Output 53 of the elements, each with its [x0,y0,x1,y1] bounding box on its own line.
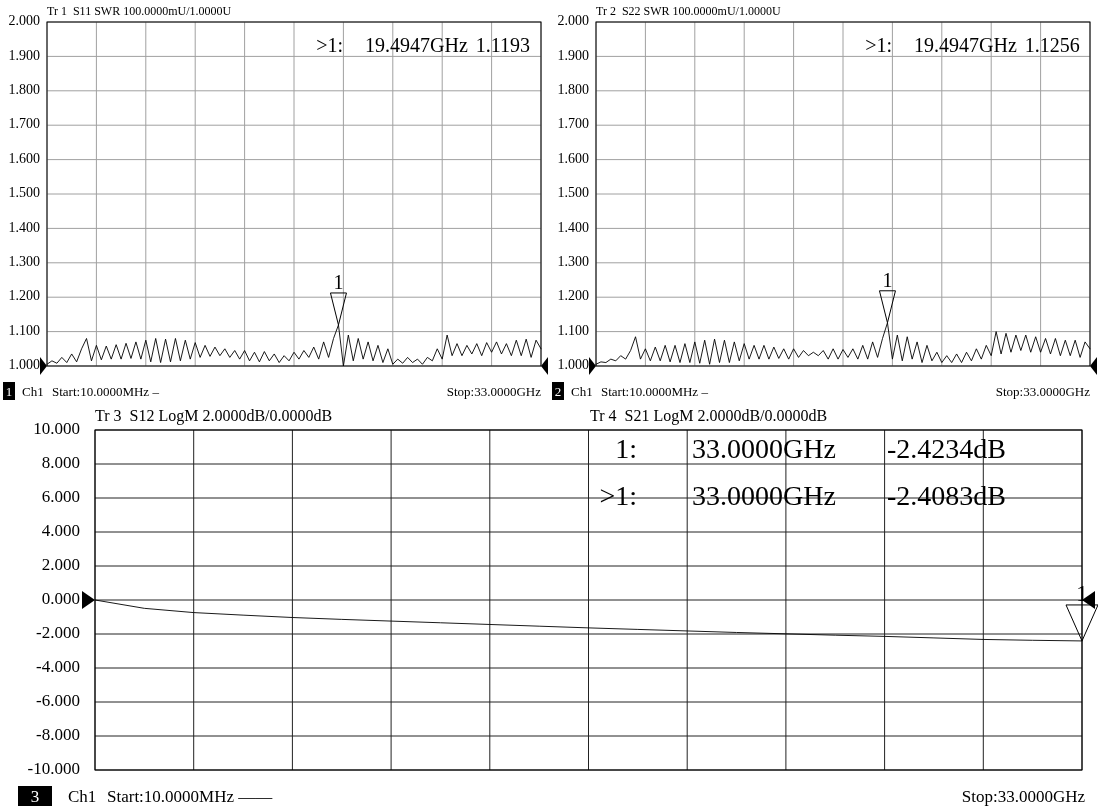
text: Ch1 [22,384,44,399]
y-tick-label: 1.200 [557,288,589,304]
text: Start:10.0000MHz – [601,384,709,399]
y-tick-label: 1.300 [557,254,589,270]
y-tick-label: 1.500 [8,185,40,201]
chart-title: Tr 2 S22 SWR 100.0000mU/1.0000U [596,4,781,18]
annotation: 1 [333,270,344,293]
y-tick-label: 1.700 [557,116,589,132]
y-tick-label: 1.100 [8,322,40,338]
chart-title: Tr 3 S12 LogM 2.0000dB/0.0000dB [95,407,333,425]
y-tick-label: 1.200 [8,288,40,304]
text: Ch1 [571,384,593,399]
y-tick-label: 8.000 [41,452,80,472]
y-tick-label: 1.900 [8,47,40,63]
y-tick-label: 1.600 [8,150,40,166]
text: Start:10.0000MHz – [52,384,160,399]
annotation: 1 [882,268,893,291]
y-tick-label: 1.700 [8,116,40,132]
text: Stop:33.0000GHz [446,384,542,399]
y-tick-label: 10.000 [33,418,80,438]
number-badge: 1 [3,382,15,400]
y-tick-label: 1.400 [557,219,589,235]
text: Stop:33.0000GHz [995,384,1091,399]
y-tick-label: 0.000 [41,588,80,608]
y-tick-label: -10.000 [27,758,80,778]
y-tick-label: -4.000 [36,656,80,676]
y-tick-label: 1.100 [557,322,589,338]
y-tick-label: 1.300 [8,254,40,270]
y-tick-label: 1.900 [557,47,589,63]
annotation: >1: 19.4947GHz 1.1193 [316,34,531,56]
y-tick-label: 2.000 [557,13,589,29]
y-tick-label: 2.000 [8,13,40,29]
y-tick-label: 1.600 [557,150,589,166]
y-tick-label: 1.000 [557,357,589,373]
y-tick-label: 1.000 [8,357,40,373]
number-badge: 3 [18,786,52,806]
text: Stop:33.0000GHz [961,787,1086,806]
y-tick-label: 6.000 [41,486,80,506]
y-tick-label: 1.800 [557,82,589,98]
text: Ch1 [68,787,97,806]
y-tick-label: 4.000 [41,520,80,540]
text: Start:10.0000MHz —— [107,787,274,806]
chart-title: Tr 1 S11 SWR 100.0000mU/1.0000U [47,4,232,18]
y-tick-label: -6.000 [36,690,80,710]
y-tick-label: -2.000 [36,622,80,642]
y-tick-label: 2.000 [41,554,80,574]
number-badge: 2 [552,382,564,400]
y-tick-label: -8.000 [36,724,80,744]
annotation: >1: 19.4947GHz 1.1256 [865,34,1080,56]
y-tick-label: 1.500 [557,185,589,201]
y-tick-label: 1.800 [8,82,40,98]
y-tick-label: 1.400 [8,219,40,235]
chart-subtitle: Tr 4 S21 LogM 2.0000dB/0.0000dB [590,407,828,425]
